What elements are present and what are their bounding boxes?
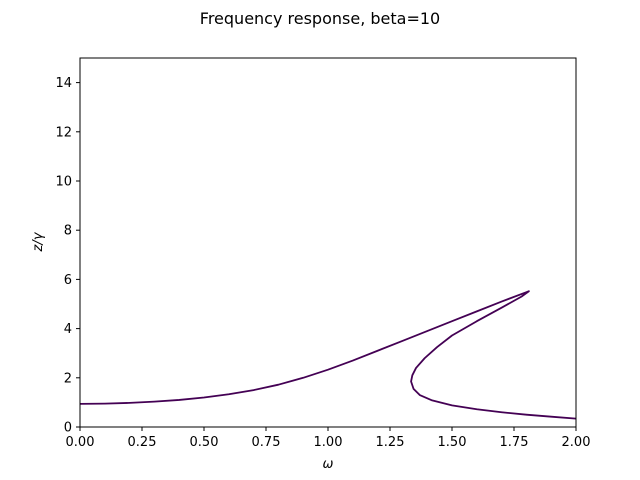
y-tick-label: 14 (55, 76, 72, 91)
x-tick-label: 0.25 (128, 435, 157, 450)
y-tick-label: 6 (64, 273, 72, 288)
y-tick-label: 2 (64, 371, 72, 386)
plot-frame (79, 57, 577, 428)
y-axis-ticks: 0 2 4 6 8 10 12 14 (55, 76, 80, 436)
series-line-0 (79, 290, 577, 420)
x-axis-label: ω (323, 457, 334, 472)
x-tick-label: 2.00 (562, 435, 591, 450)
x-axis-ticks: 0.00 0.25 0.50 0.75 1.00 1.25 1.50 1.75 2.00 (66, 427, 591, 450)
x-tick-label: 0.00 (66, 435, 95, 450)
y-tick-label: 10 (55, 175, 72, 190)
y-axis-label: z/γ (31, 231, 46, 252)
x-tick-label: 0.50 (190, 435, 219, 450)
x-tick-label: 1.75 (500, 435, 529, 450)
x-tick-label: 1.50 (438, 435, 467, 450)
y-tick-label: 0 (64, 421, 72, 436)
x-tick-label: 1.00 (314, 435, 343, 450)
x-tick-label: 1.25 (376, 435, 405, 450)
y-tick-label: 4 (64, 322, 72, 337)
y-tick-label: 12 (55, 125, 72, 140)
plot-area (79, 290, 577, 420)
chart-title: Frequency response, beta=10 (200, 9, 440, 28)
y-tick-label: 8 (64, 224, 72, 239)
x-tick-label: 0.75 (252, 435, 281, 450)
